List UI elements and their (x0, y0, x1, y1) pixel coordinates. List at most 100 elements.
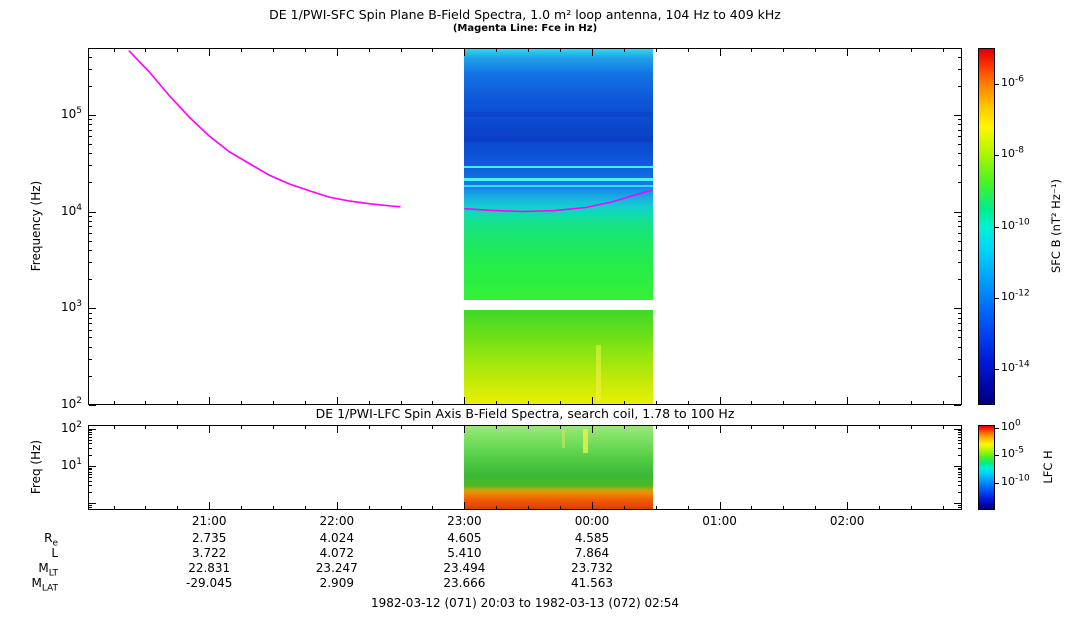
x-tick (432, 49, 434, 52)
y-tick (954, 465, 961, 467)
y-tick-label: 104 (60, 202, 82, 218)
y-tick-label: 103 (60, 299, 82, 315)
y-tick (89, 508, 92, 510)
y-tick (958, 317, 961, 319)
y-tick (958, 312, 961, 314)
spectral-streak (562, 430, 566, 449)
y-tick (89, 312, 92, 314)
y-tick (958, 504, 961, 506)
ephemeris-value: 2.909 (319, 576, 354, 590)
lfc-panel-title: DE 1/PWI-LFC Spin Axis B-Field Spectra, … (315, 406, 735, 421)
colorbar-tick-label: 10-5 (1001, 445, 1024, 461)
y-tick (89, 346, 92, 348)
x-tick (241, 401, 243, 404)
y-tick (958, 443, 961, 445)
y-tick (958, 129, 961, 131)
y-tick (89, 119, 92, 121)
y-tick (89, 279, 92, 281)
y-tick (89, 182, 92, 184)
x-tick (879, 49, 881, 52)
x-tick (528, 401, 530, 404)
ephemeris-row-label: Re (44, 531, 58, 549)
y-tick (89, 485, 92, 487)
x-tick (273, 401, 274, 404)
y-tick (958, 358, 961, 360)
y-tick (958, 375, 961, 377)
x-tick (560, 401, 562, 404)
y-tick (958, 436, 961, 438)
x-tick (273, 506, 274, 509)
x-tick (847, 49, 849, 56)
ephemeris-value: 23.732 (570, 561, 613, 575)
y-tick (89, 428, 96, 430)
spectral-band-line (464, 177, 654, 181)
lfc-spectrogram-panel (88, 425, 962, 510)
y-tick (89, 323, 92, 325)
x-tick (560, 506, 562, 509)
y-tick (89, 143, 92, 145)
x-tick (336, 426, 338, 433)
colorbar-tick-label: 10-14 (1001, 359, 1030, 375)
y-tick (89, 502, 96, 504)
x-tick (368, 401, 370, 404)
y-tick (89, 114, 96, 116)
x-tick (687, 401, 689, 404)
x-tick (145, 506, 147, 509)
y-tick (89, 436, 92, 438)
x-tick-label: 01:00 (702, 514, 737, 528)
y-tick (958, 506, 961, 508)
x-tick (879, 401, 881, 404)
y-tick (958, 448, 961, 450)
x-tick (177, 506, 179, 509)
ephemeris-value: 23.494 (443, 561, 486, 575)
y-tick (958, 471, 961, 473)
x-tick (496, 426, 498, 429)
x-tick (847, 426, 849, 433)
sfc-y-axis-label: Frequency (Hz) (29, 180, 43, 272)
x-tick (560, 49, 562, 52)
y-tick (958, 262, 961, 264)
y-tick (89, 165, 92, 167)
x-tick (655, 506, 657, 509)
sfc-colorbar-label: SFC B (nT² Hz⁻¹) (1049, 178, 1063, 274)
spectral-band-line (464, 165, 654, 168)
x-tick (815, 506, 817, 509)
y-tick (89, 220, 92, 222)
y-tick (89, 337, 92, 339)
y-tick (89, 211, 96, 213)
y-tick (958, 508, 961, 510)
x-tick (400, 401, 402, 404)
x-tick (942, 426, 944, 429)
colorbar-tick (995, 482, 999, 484)
x-tick (304, 401, 306, 404)
y-tick (954, 428, 961, 430)
x-tick (496, 401, 498, 404)
y-tick (958, 323, 961, 325)
colorbar-tick (995, 83, 999, 85)
x-tick (241, 506, 243, 509)
x-tick (879, 426, 881, 429)
spectral-band-line (464, 136, 654, 143)
y-tick (958, 226, 961, 228)
y-tick (958, 434, 961, 436)
y-tick (958, 182, 961, 184)
x-tick (209, 426, 211, 433)
x-tick (910, 49, 912, 52)
x-tick-label: 21:00 (191, 514, 227, 528)
x-tick (591, 397, 593, 404)
x-tick (591, 49, 593, 56)
y-tick (89, 474, 92, 476)
y-tick (958, 119, 961, 121)
x-tick (719, 397, 721, 404)
x-tick (177, 49, 179, 52)
y-tick (954, 308, 961, 310)
x-tick (815, 401, 817, 404)
spectrogram-block (464, 49, 654, 300)
colorbar-tick (995, 155, 999, 157)
y-tick (958, 337, 961, 339)
sfc-colorbar (978, 48, 995, 405)
lfc-colorbar (978, 425, 995, 510)
x-tick (496, 49, 498, 52)
y-tick (958, 279, 961, 281)
y-tick-label: 105 (60, 105, 82, 121)
